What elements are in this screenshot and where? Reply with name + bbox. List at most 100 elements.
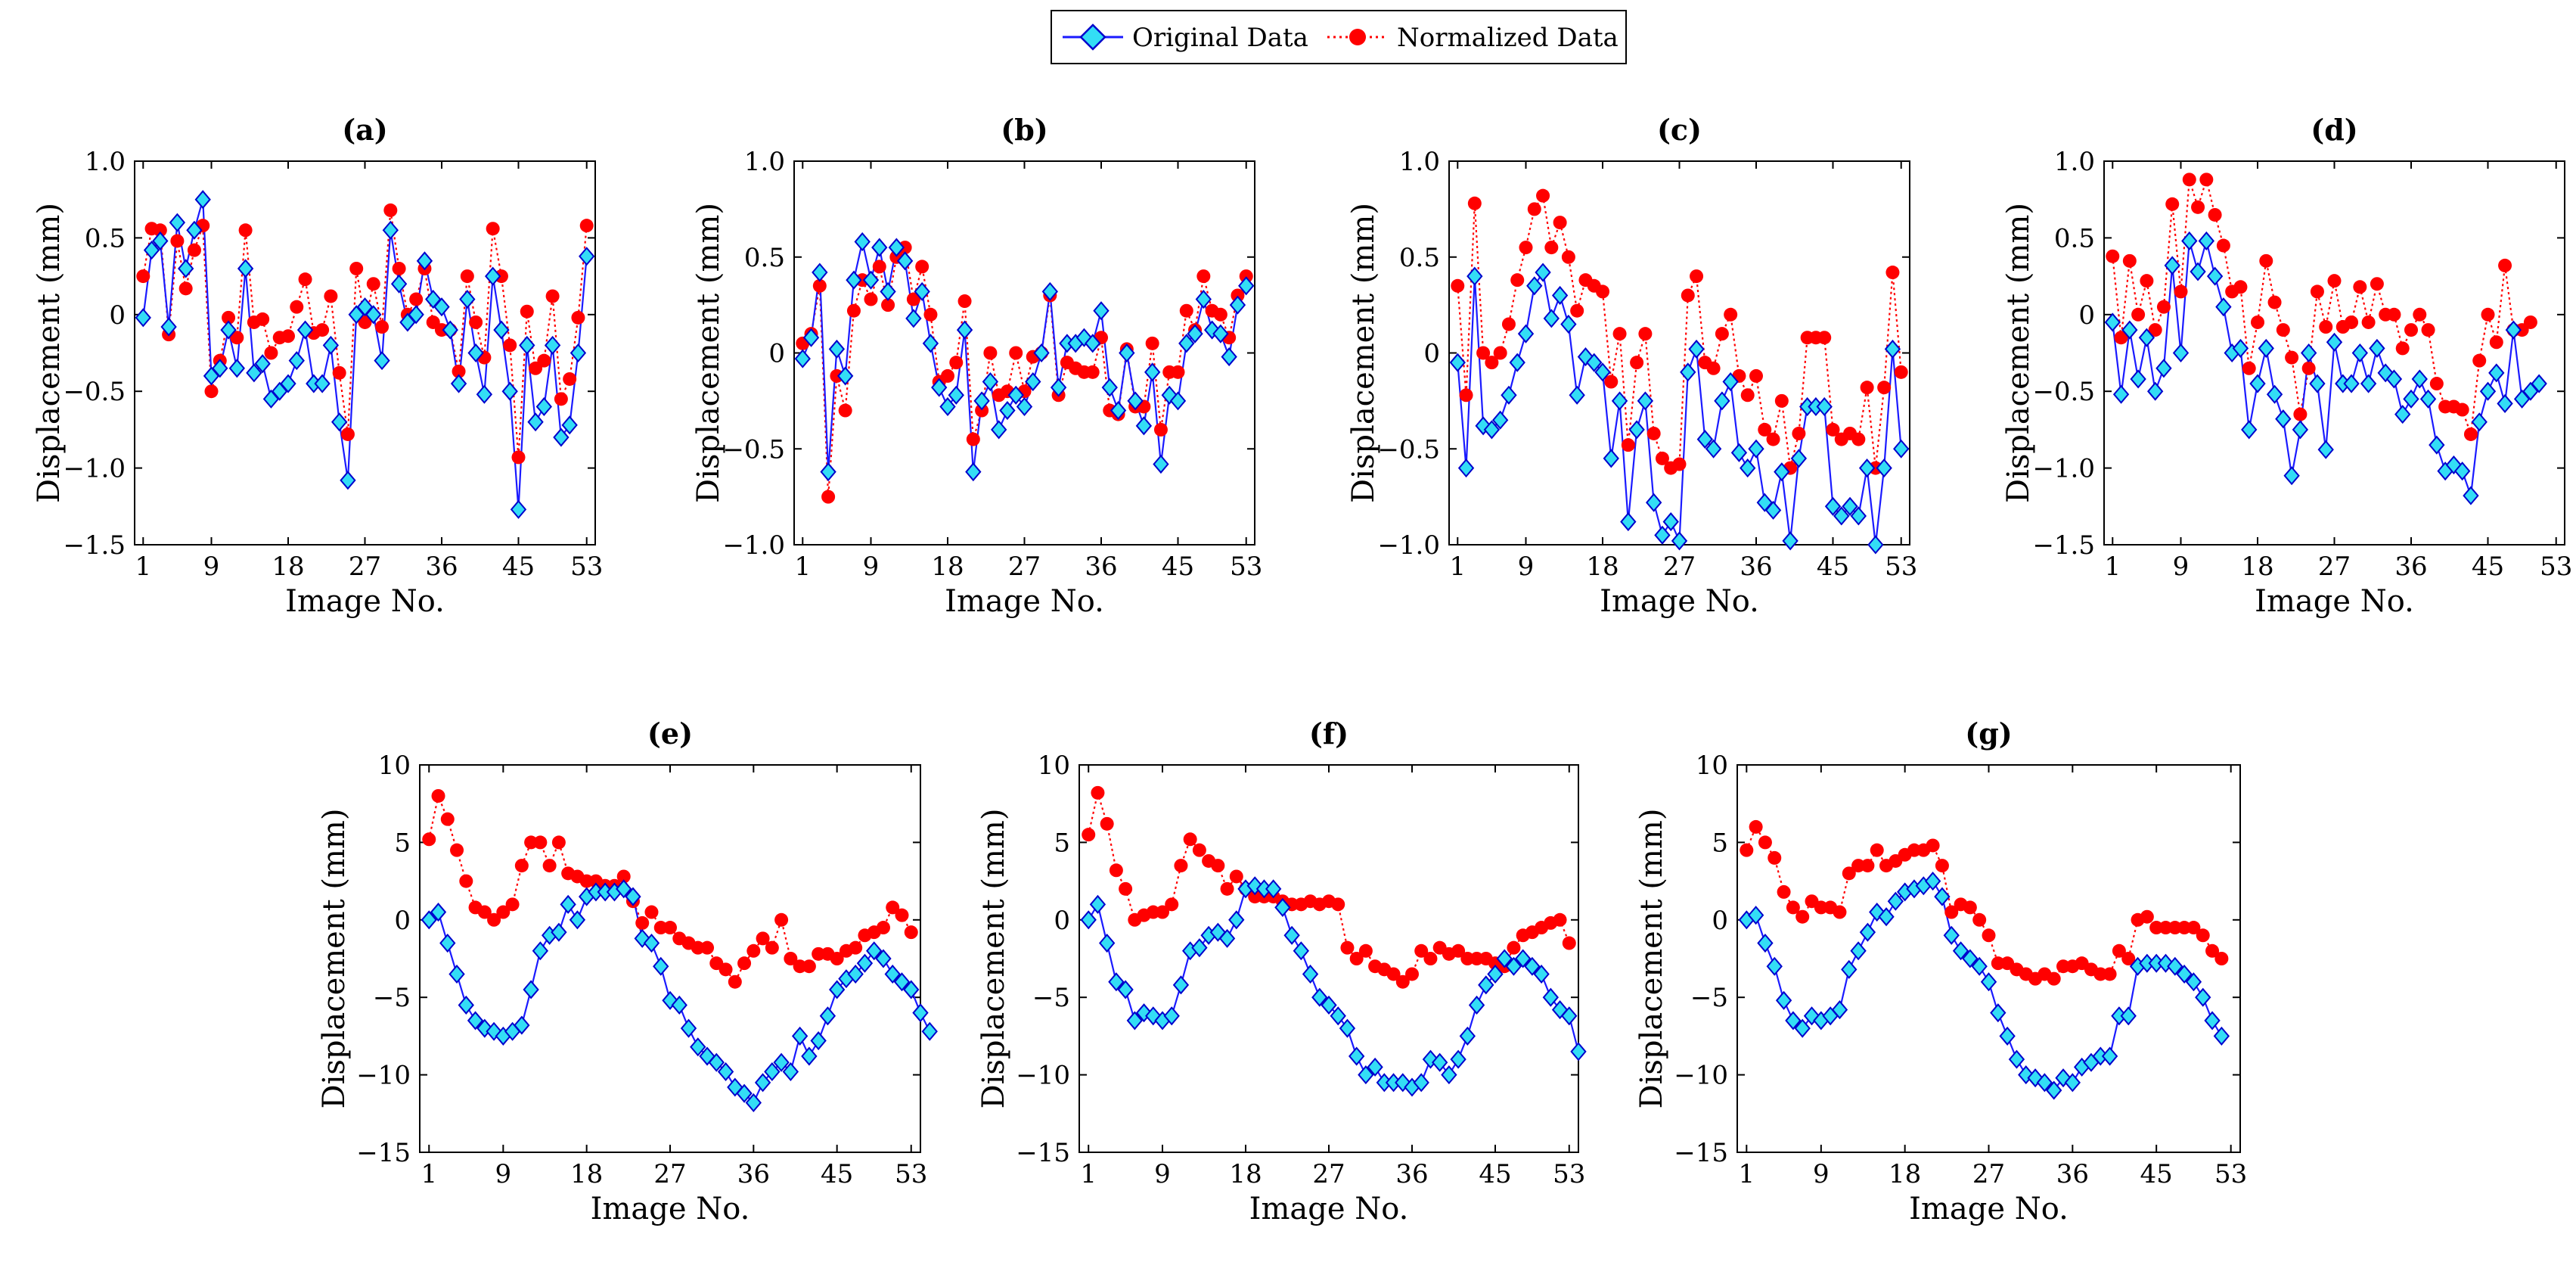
normalized-point (153, 223, 167, 238)
x-tick-label: 27 (1312, 1159, 1345, 1189)
normalized-point (1451, 278, 1465, 293)
y-tick-label: 0.5 (85, 223, 126, 253)
y-tick-label: −1.0 (722, 530, 785, 561)
y-tick-label: −15 (1674, 1138, 1728, 1168)
y-tick-label: −10 (1674, 1061, 1728, 1091)
original-point (884, 964, 901, 984)
normalized-point (1706, 361, 1721, 375)
normalized-point (477, 905, 492, 919)
normalized-point (2205, 943, 2220, 958)
original-point (1535, 263, 1551, 282)
normalized-point (545, 289, 560, 303)
original-point (999, 401, 1016, 421)
original-point (1764, 500, 1782, 520)
x-axis-label: Image No. (591, 1192, 750, 1226)
y-tick-label: 0 (1054, 906, 1070, 936)
normalized-point (1749, 819, 1763, 834)
normalized-point (1553, 216, 1567, 230)
x-tick-label: 27 (1008, 552, 1041, 582)
original-point (1785, 1011, 1802, 1030)
normalized-point (2140, 909, 2154, 924)
y-tick-label: 5 (1712, 828, 1728, 858)
original-point (485, 266, 501, 286)
original-point (2429, 435, 2445, 455)
normalized-point (1596, 284, 1609, 299)
original-point (314, 374, 331, 393)
x-axis-label: Image No. (1249, 1192, 1409, 1226)
normalized-point (616, 869, 631, 884)
normalized-point (915, 260, 930, 274)
y-axis-label: Displacement (mm) (32, 203, 67, 503)
original-point (1274, 897, 1291, 917)
y-tick-label: −1.5 (2032, 530, 2095, 561)
original-point (2309, 374, 2326, 393)
normalized-point (1982, 928, 1996, 943)
original-point (1080, 910, 1097, 930)
original-point (2258, 338, 2274, 358)
normalized-point (187, 243, 201, 257)
original-point (1782, 531, 1799, 551)
original-point (616, 879, 632, 899)
original-point (846, 270, 862, 290)
normalized-point (1715, 327, 1729, 341)
normalized-point (2112, 943, 2126, 958)
normalized-point (700, 940, 715, 955)
normalized-point (2165, 197, 2180, 211)
original-point (1867, 535, 1884, 555)
original-point (2213, 1026, 2230, 1046)
original-point (871, 238, 888, 257)
normalized-point (1907, 843, 1921, 857)
original-point (1413, 1073, 1429, 1093)
y-tick-label: −5 (1690, 983, 1728, 1013)
normalized-point (554, 392, 568, 406)
original-point (1934, 887, 1951, 906)
original-point (2190, 262, 2206, 281)
normalized-point (1817, 331, 1832, 345)
x-tick-label: 1 (1080, 1159, 1097, 1189)
original-point (1858, 458, 1876, 478)
original-point (2138, 328, 2155, 347)
original-point (1191, 938, 1208, 958)
original-point (671, 995, 687, 1015)
original-point (1747, 906, 1764, 925)
y-tick-label: −10 (356, 1061, 411, 1091)
normalized-point (1358, 943, 1373, 958)
normalized-point (222, 310, 236, 325)
original-point (532, 941, 549, 961)
normalized-point (375, 320, 390, 334)
original-point (914, 281, 930, 301)
normalized-point (1340, 940, 1355, 955)
original-point (1757, 933, 1774, 953)
normalized-point (2208, 207, 2222, 222)
original-point (501, 381, 518, 401)
normalized-point (204, 384, 219, 399)
original-point (1816, 396, 1833, 417)
original-point (1457, 458, 1475, 478)
x-tick-label: 53 (1230, 552, 1262, 582)
original-point (382, 220, 399, 240)
normalized-point (2472, 353, 2487, 368)
original-point (1187, 324, 1203, 343)
normalized-point (1145, 336, 1159, 350)
original-point (810, 1030, 827, 1051)
y-tick-label: −1.0 (2032, 454, 2095, 484)
normalized-point (2056, 959, 2071, 974)
normalized-point (1774, 393, 1789, 408)
original-point (829, 980, 846, 999)
normalized-point (450, 843, 464, 857)
normalized-point (409, 292, 424, 306)
normalized-point (469, 315, 483, 329)
normalized-point (1220, 881, 1234, 896)
normalized-point (460, 269, 474, 284)
normalized-point (2463, 427, 2478, 441)
normalized-point (1153, 422, 1168, 437)
x-tick-label: 45 (2472, 552, 2504, 582)
normalized-point (1562, 936, 1576, 950)
normalized-point (746, 943, 761, 958)
original-point (2121, 320, 2138, 340)
original-point (1450, 1049, 1466, 1069)
y-axis-label: Displacement (mm) (976, 809, 1011, 1109)
original-point (416, 251, 433, 271)
series-normalized-line (2112, 176, 2531, 435)
original-point (1893, 439, 1910, 458)
